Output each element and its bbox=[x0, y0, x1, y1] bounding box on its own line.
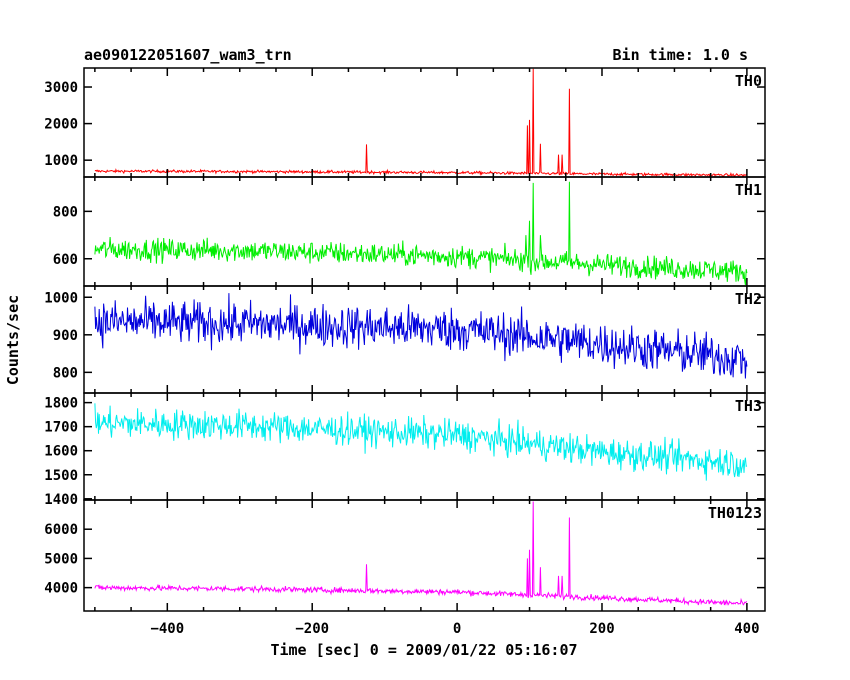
y-tick-label: 600 bbox=[53, 252, 78, 268]
series-line-th0123 bbox=[94, 501, 748, 607]
panel-label: TH2 bbox=[735, 290, 762, 308]
panel-th0: 1000 2000 3000 TH0 bbox=[44, 67, 766, 178]
x-tick-label: 400 bbox=[734, 621, 759, 637]
panel-th3: 1400 1500 1600 1700 1800 TH3 bbox=[44, 392, 766, 508]
y-tick-label: 800 bbox=[53, 204, 78, 220]
panel-label: TH1 bbox=[735, 181, 762, 199]
panel-th0123: 4000 5000 6000 TH0123 −400 −200 0 200 400 bbox=[44, 499, 766, 637]
figure-title-left: ae090122051607_wam3_trn bbox=[84, 46, 292, 64]
x-tick-label: −200 bbox=[295, 621, 329, 637]
panel-frame bbox=[83, 67, 766, 178]
panel-th2: 800 900 1000 TH2 bbox=[44, 285, 766, 394]
series-line-th1 bbox=[94, 181, 748, 286]
series-line-th0 bbox=[94, 68, 747, 178]
y-tick-label: 800 bbox=[53, 365, 78, 381]
x-axis-label: Time [sec] 0 = 2009/01/22 05:16:07 bbox=[270, 641, 577, 659]
panel-label: TH0 bbox=[735, 72, 762, 90]
y-tick-label: 1800 bbox=[44, 396, 78, 412]
x-tick-label: −400 bbox=[150, 621, 184, 637]
y-tick-label: 1700 bbox=[44, 420, 78, 436]
panel-th1: 600 800 TH1 bbox=[53, 176, 766, 287]
y-tick-label: 4000 bbox=[44, 581, 78, 597]
series-line-th2 bbox=[94, 293, 748, 379]
panel-frame bbox=[83, 499, 766, 612]
panel-frame bbox=[83, 392, 766, 501]
y-tick-label: 2000 bbox=[44, 117, 78, 133]
y-tick-label: 1500 bbox=[44, 468, 78, 484]
y-tick-label: 900 bbox=[53, 328, 78, 344]
x-tick-label: 200 bbox=[589, 621, 614, 637]
y-tick-label: 1000 bbox=[44, 153, 78, 169]
y-tick-label: 1000 bbox=[44, 290, 78, 306]
y-tick-label: 1600 bbox=[44, 444, 78, 460]
panel-label: TH0123 bbox=[708, 504, 762, 522]
y-tick-label: 1400 bbox=[44, 492, 78, 508]
panel-label: TH3 bbox=[735, 397, 762, 415]
y-tick-label: 6000 bbox=[44, 522, 78, 538]
y-axis-label: Counts/sec bbox=[4, 295, 22, 385]
figure-title-right: Bin time: 1.0 s bbox=[613, 46, 748, 64]
y-tick-label: 5000 bbox=[44, 551, 78, 567]
x-tick-label: 0 bbox=[453, 621, 461, 637]
series-line-th3 bbox=[94, 403, 748, 481]
y-tick-label: 3000 bbox=[44, 80, 78, 96]
